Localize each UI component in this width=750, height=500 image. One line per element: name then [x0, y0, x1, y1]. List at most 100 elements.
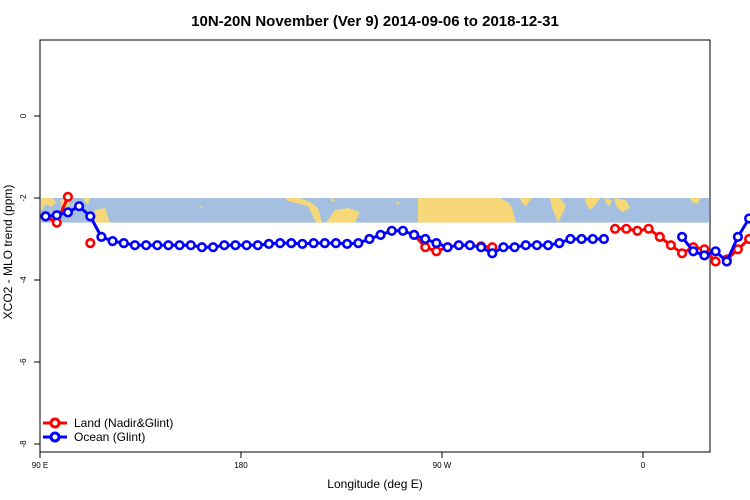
- data-point: [710, 246, 721, 257]
- data-point: [542, 240, 554, 251]
- data-point: [96, 231, 107, 242]
- data-point: [353, 238, 364, 249]
- y-tick-label: -6: [19, 358, 28, 366]
- data-point: [107, 236, 118, 247]
- x-tick-label: 180: [234, 461, 248, 470]
- data-point: [453, 240, 464, 251]
- data-point: [241, 240, 252, 251]
- plot-frame: [39, 39, 711, 453]
- data-point: [531, 240, 543, 251]
- data-point: [554, 238, 565, 249]
- data-point: [464, 240, 476, 251]
- map-land-shape: [84, 198, 90, 204]
- map-land-shape: [604, 198, 612, 206]
- map-land: [41, 198, 700, 223]
- map-land-shape: [585, 198, 600, 210]
- data-point: [732, 244, 744, 255]
- map-land-shape: [330, 198, 336, 202]
- legend: Land (Nadir&Glint) Ocean (Glint): [43, 416, 173, 444]
- data-point: [520, 240, 531, 251]
- data-point: [409, 229, 420, 240]
- data-point: [275, 238, 286, 249]
- data-point: [721, 256, 732, 267]
- data-point: [85, 211, 96, 222]
- data-point: [286, 238, 297, 249]
- data-point: [587, 233, 598, 245]
- map-land-shape: [395, 201, 400, 205]
- data-point: [632, 225, 643, 236]
- map-land-shape: [690, 198, 700, 204]
- data-point: [688, 246, 699, 257]
- chart-title: 10N-20N November (Ver 9) 2014-09-06 to 2…: [191, 13, 559, 30]
- y-axis: 0 -2 -4 -6 -8: [19, 113, 40, 448]
- data-point: [386, 225, 397, 236]
- legend-ocean-marker: [49, 431, 61, 443]
- map-ocean: [41, 198, 709, 223]
- series-line: [615, 227, 717, 263]
- data-point: [252, 240, 263, 251]
- data-point: [442, 242, 453, 253]
- map-land-shape: [550, 198, 566, 223]
- data-point: [744, 213, 750, 224]
- y-tick-label: -4: [19, 276, 28, 284]
- series-layer: [40, 191, 750, 267]
- data-point: [297, 238, 308, 249]
- data-point: [509, 242, 520, 253]
- data-point: [476, 242, 487, 253]
- data-point: [219, 240, 230, 251]
- data-point: [330, 238, 342, 249]
- series-line: [412, 233, 449, 253]
- data-point: [397, 225, 409, 236]
- data-point: [152, 240, 163, 251]
- x-axis: 90 E 180 90 W 0: [32, 452, 646, 470]
- data-point: [598, 233, 610, 245]
- data-point: [732, 231, 744, 242]
- data-point: [420, 242, 431, 253]
- data-point: [163, 240, 174, 251]
- x-tick-label: 90 W: [433, 461, 452, 470]
- map-land-shape: [614, 198, 630, 212]
- data-point: [62, 191, 73, 202]
- data-point: [141, 240, 152, 251]
- data-point: [375, 229, 386, 240]
- data-point: [431, 238, 442, 249]
- x-tick-label: 90 E: [32, 461, 48, 470]
- data-point: [643, 223, 654, 234]
- data-point: [654, 231, 665, 242]
- series-ocean: [40, 201, 750, 267]
- data-point: [576, 233, 587, 245]
- y-tick-label: -8: [19, 440, 28, 448]
- map-land-shape: [41, 198, 56, 210]
- data-point: [230, 240, 241, 251]
- map-land-shape: [200, 206, 203, 209]
- data-point: [263, 238, 275, 249]
- y-tick-label: 0: [19, 113, 28, 118]
- data-point: [431, 246, 442, 257]
- data-point: [676, 231, 688, 242]
- x-axis-label: Longitude (deg E): [327, 477, 422, 491]
- y-tick-label: -2: [19, 194, 28, 202]
- data-point: [487, 248, 498, 259]
- data-point: [744, 233, 750, 245]
- data-point: [609, 223, 621, 234]
- data-point: [676, 248, 688, 259]
- data-point: [621, 223, 632, 234]
- map-land-shape: [520, 198, 532, 206]
- legend-land-marker: [49, 417, 61, 429]
- map-land-shape: [92, 208, 110, 223]
- data-point: [185, 240, 196, 251]
- data-point: [40, 211, 51, 222]
- world-map-band: [41, 198, 709, 223]
- data-point: [364, 233, 375, 245]
- data-point: [420, 233, 431, 245]
- y-axis-label: XCO2 - MLO trend (ppm): [1, 185, 15, 320]
- data-point: [208, 242, 219, 253]
- map-land-shape: [326, 208, 360, 223]
- data-point: [565, 233, 576, 245]
- data-point: [498, 242, 509, 253]
- data-point: [342, 238, 353, 249]
- data-point: [319, 238, 330, 249]
- x-tick-label: 0: [641, 461, 646, 470]
- data-point: [174, 240, 185, 251]
